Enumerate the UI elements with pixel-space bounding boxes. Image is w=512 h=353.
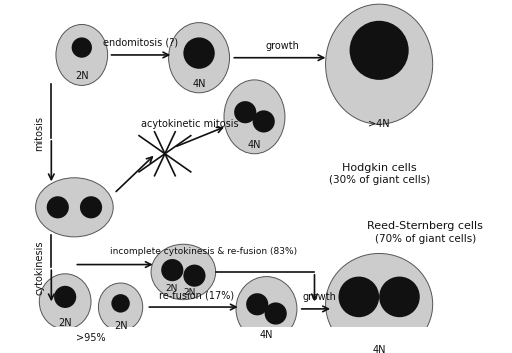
Ellipse shape bbox=[183, 37, 215, 69]
Text: 2N: 2N bbox=[165, 284, 178, 293]
Text: (30% of giant cells): (30% of giant cells) bbox=[329, 175, 430, 185]
Ellipse shape bbox=[236, 276, 297, 341]
Ellipse shape bbox=[265, 303, 287, 325]
Ellipse shape bbox=[379, 276, 420, 317]
Ellipse shape bbox=[80, 196, 102, 219]
Text: acytokinetic mitosis: acytokinetic mitosis bbox=[141, 119, 239, 129]
Ellipse shape bbox=[39, 274, 91, 329]
Text: 2N: 2N bbox=[58, 318, 72, 328]
Text: 2N: 2N bbox=[114, 322, 127, 331]
Text: growth: growth bbox=[265, 41, 299, 51]
Ellipse shape bbox=[350, 21, 409, 80]
Ellipse shape bbox=[98, 283, 143, 331]
Ellipse shape bbox=[252, 110, 275, 132]
Text: 4N: 4N bbox=[372, 346, 386, 353]
Ellipse shape bbox=[47, 196, 69, 219]
Ellipse shape bbox=[224, 80, 285, 154]
Text: 2N: 2N bbox=[184, 288, 196, 297]
Text: re-fusion (17%): re-fusion (17%) bbox=[159, 290, 234, 300]
Text: endomitosis (?): endomitosis (?) bbox=[103, 38, 179, 48]
Ellipse shape bbox=[111, 294, 130, 313]
Text: 2N: 2N bbox=[75, 71, 89, 81]
Ellipse shape bbox=[338, 276, 379, 317]
Ellipse shape bbox=[36, 178, 113, 237]
Ellipse shape bbox=[326, 4, 433, 124]
Ellipse shape bbox=[183, 264, 205, 287]
Text: cytokinesis: cytokinesis bbox=[34, 240, 45, 295]
Ellipse shape bbox=[72, 37, 92, 58]
Ellipse shape bbox=[234, 101, 257, 123]
Ellipse shape bbox=[168, 23, 229, 93]
Ellipse shape bbox=[246, 293, 268, 315]
Text: incomplete cytokinesis & re-fusion (83%): incomplete cytokinesis & re-fusion (83%) bbox=[110, 247, 297, 256]
Ellipse shape bbox=[161, 259, 183, 281]
Text: (70% of giant cells): (70% of giant cells) bbox=[375, 234, 476, 244]
Text: 4N: 4N bbox=[260, 330, 273, 340]
Text: >95%: >95% bbox=[76, 334, 106, 343]
Ellipse shape bbox=[56, 24, 108, 85]
Text: 4N: 4N bbox=[248, 140, 261, 150]
Text: 4N: 4N bbox=[193, 79, 206, 90]
Ellipse shape bbox=[326, 253, 433, 353]
Text: growth: growth bbox=[302, 292, 336, 302]
Ellipse shape bbox=[151, 244, 216, 300]
Ellipse shape bbox=[54, 286, 76, 308]
Text: Hodgkin cells: Hodgkin cells bbox=[342, 163, 416, 173]
Text: mitosis: mitosis bbox=[34, 116, 45, 151]
Text: Reed-Sternberg cells: Reed-Sternberg cells bbox=[368, 221, 483, 231]
Text: >4N: >4N bbox=[368, 119, 390, 129]
